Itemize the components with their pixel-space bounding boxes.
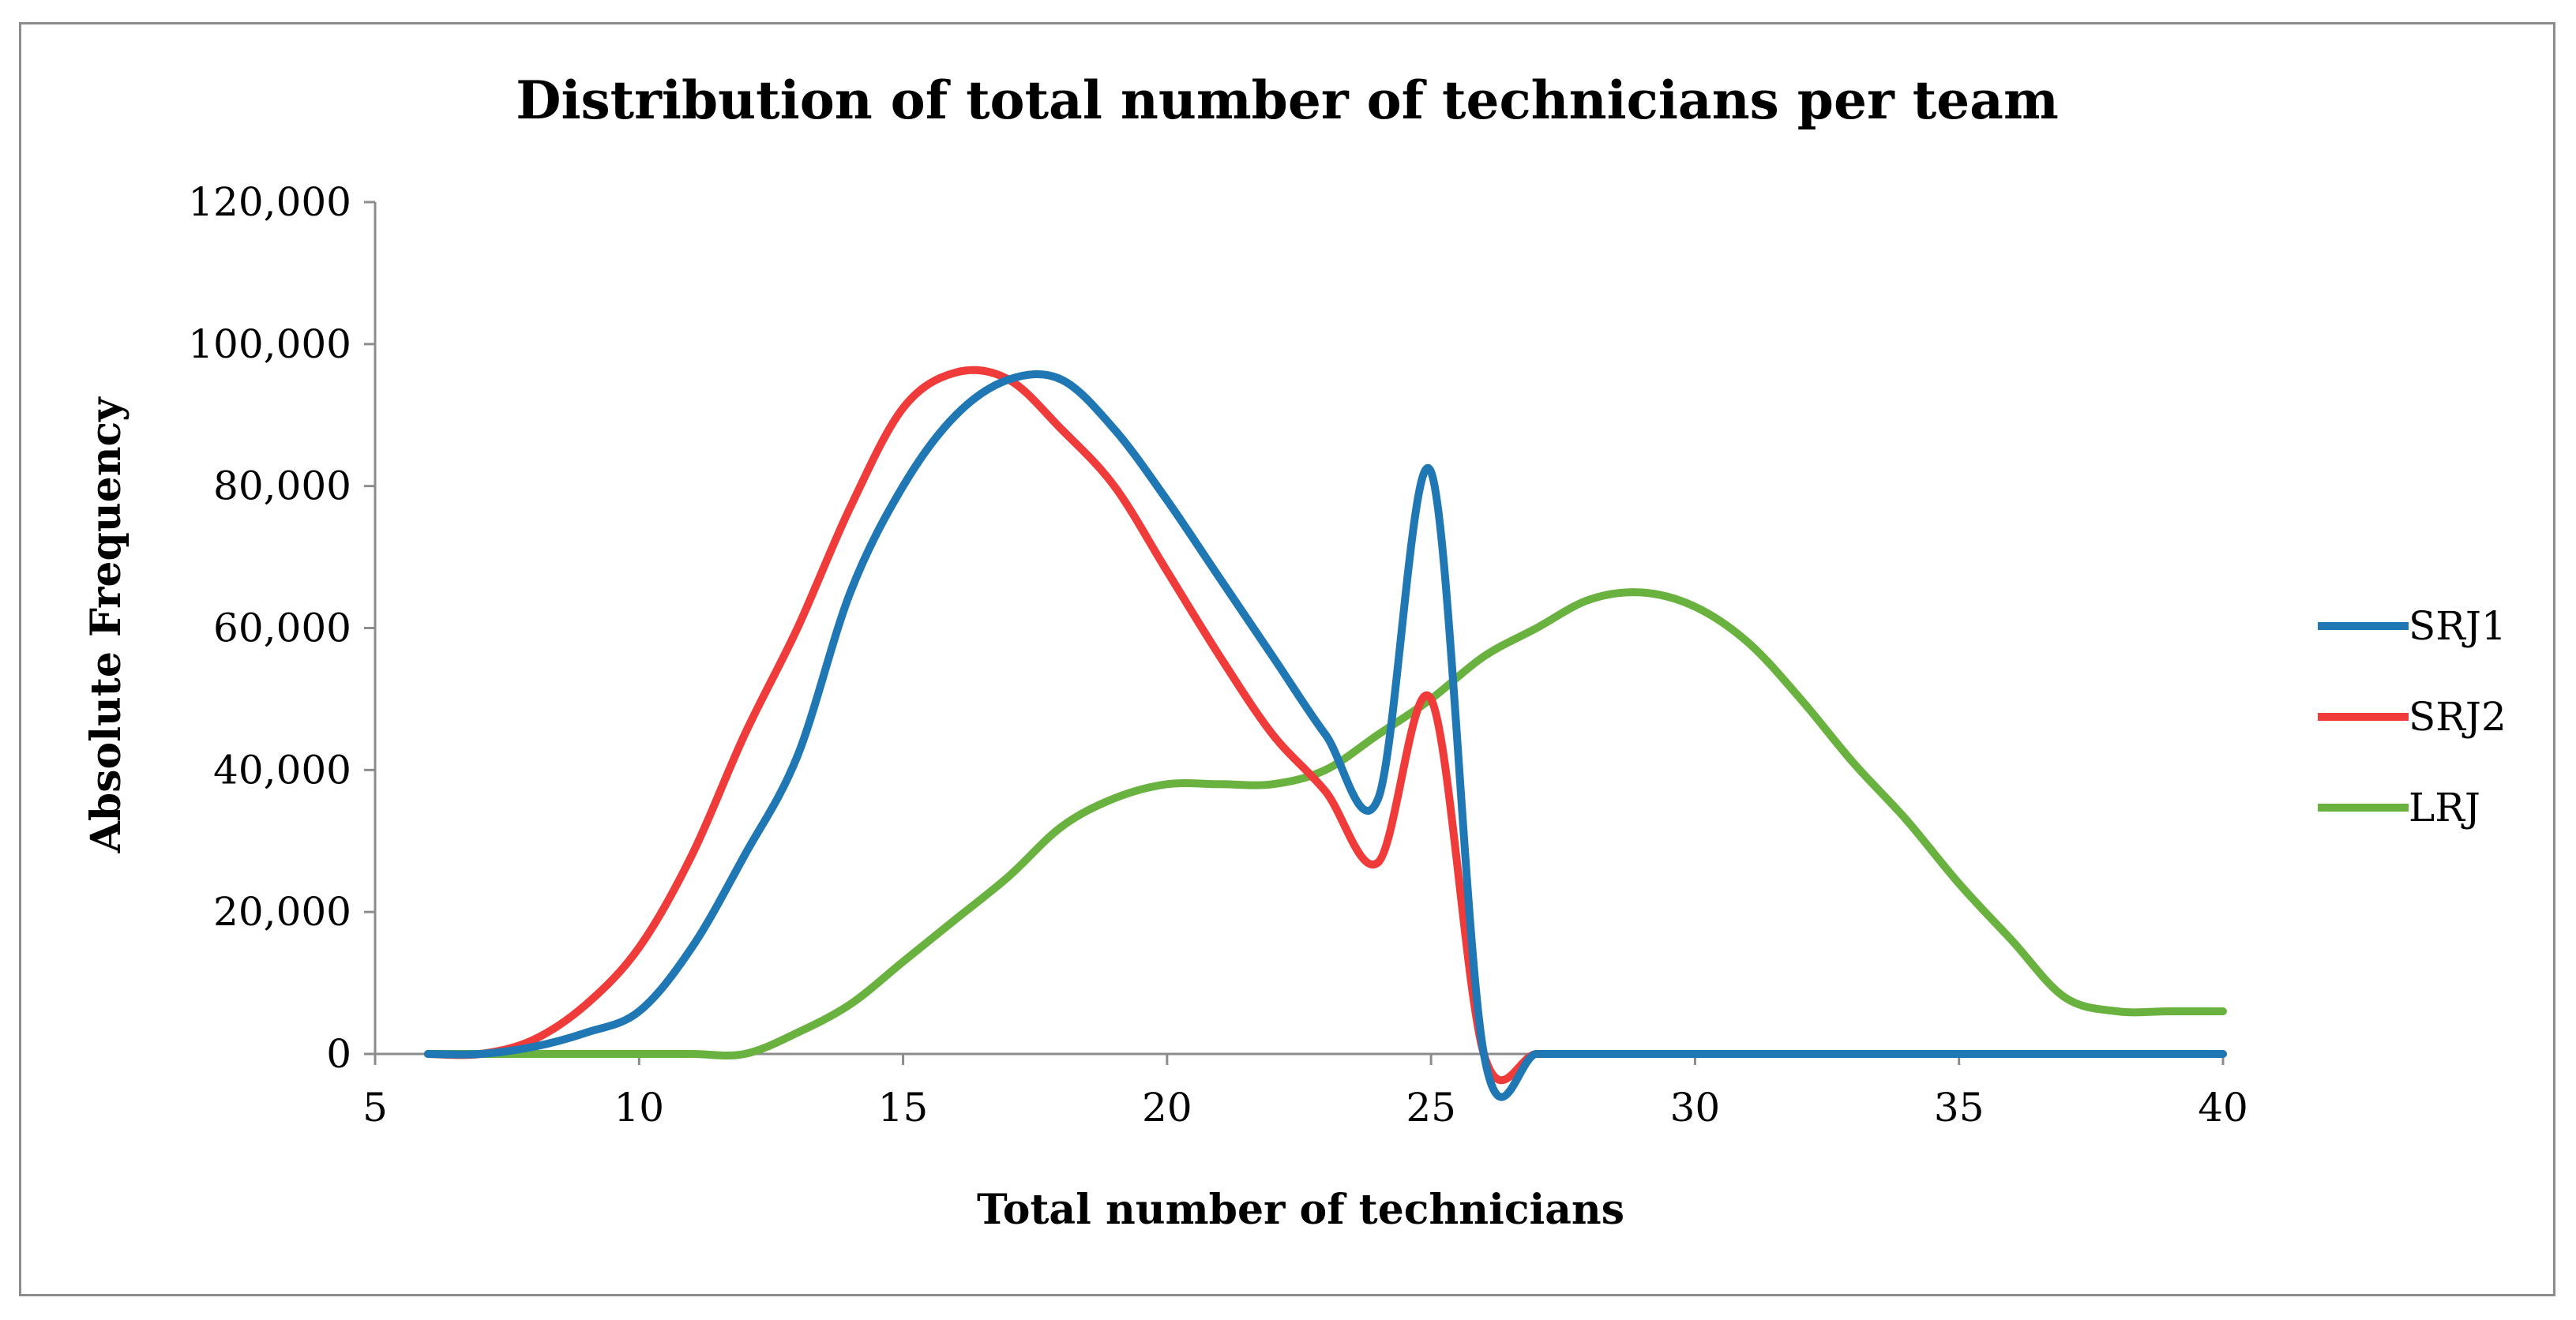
series-line-srj2 <box>423 366 2227 1085</box>
series-line-srj1 <box>423 370 2227 1101</box>
y-ticks: 0 20,000 40,000 60,000 80,000 100,000 120,000 <box>188 179 375 1077</box>
x-ticks: 5 10 15 20 25 30 35 40 <box>362 1054 2248 1131</box>
series-line-lrj <box>423 588 2227 1059</box>
x-tick-label: 25 <box>1406 1085 1456 1131</box>
series-group <box>423 366 2227 1101</box>
legend-label-srj2: SRJ2 <box>2409 694 2507 740</box>
y-tick-label: 0 <box>326 1031 351 1077</box>
y-tick-label: 60,000 <box>213 606 351 651</box>
x-tick-label: 35 <box>1934 1085 1985 1131</box>
chart-title: Distribution of total number of technici… <box>516 69 2059 131</box>
y-tick-label: 20,000 <box>213 889 351 935</box>
x-tick-label: 15 <box>878 1085 929 1131</box>
x-tick-label: 10 <box>614 1085 664 1131</box>
chart-frame <box>19 22 2555 1296</box>
x-tick-label: 20 <box>1142 1085 1192 1131</box>
x-tick-label: 5 <box>362 1085 388 1131</box>
legend-label-lrj: LRJ <box>2409 785 2480 831</box>
x-tick-label: 30 <box>1670 1085 1721 1131</box>
legend-label-srj1: SRJ1 <box>2409 603 2507 649</box>
legend: SRJ1 SRJ2 LRJ <box>2318 603 2507 831</box>
y-tick-label: 100,000 <box>188 321 351 367</box>
y-tick-label: 80,000 <box>213 463 351 509</box>
y-tick-label: 120,000 <box>188 179 351 225</box>
y-tick-label: 40,000 <box>213 747 351 793</box>
y-axis-title: Absolute Frequency <box>82 396 130 854</box>
x-tick-label: 40 <box>2198 1085 2248 1131</box>
x-axis-title: Total number of technicians <box>977 1186 1624 1234</box>
